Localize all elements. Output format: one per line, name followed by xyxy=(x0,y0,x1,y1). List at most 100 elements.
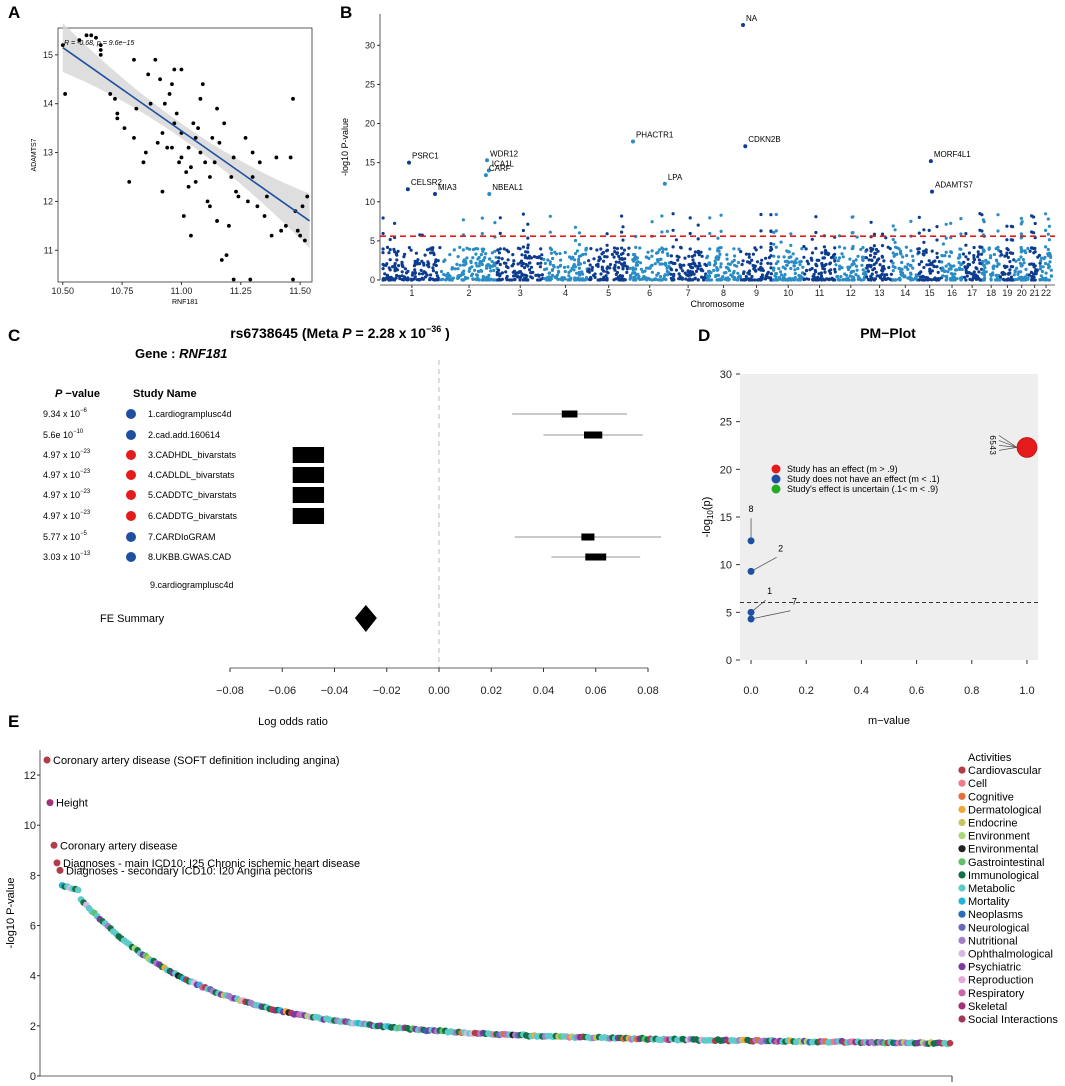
snp-point xyxy=(1017,276,1021,280)
snp-point xyxy=(665,273,670,277)
snp-point xyxy=(621,251,625,255)
snp-point xyxy=(1005,278,1009,282)
snp-point xyxy=(964,266,968,270)
snp-point xyxy=(427,265,431,269)
snp-point xyxy=(793,278,797,282)
data-point xyxy=(227,223,231,228)
pvalue-mantissa: 4.97 x 10 xyxy=(43,450,80,460)
snp-point xyxy=(869,249,873,253)
snp-point xyxy=(822,245,827,249)
snp-point xyxy=(856,277,861,281)
snp-point xyxy=(726,267,730,271)
snp-point xyxy=(389,275,393,279)
snp-point xyxy=(1005,224,1009,228)
snp-point xyxy=(612,246,617,250)
snp-point xyxy=(753,278,757,282)
snp-point xyxy=(622,248,627,252)
snp-point xyxy=(456,274,460,278)
gene-label: MIA3 xyxy=(438,183,457,192)
snp-point xyxy=(526,278,530,282)
snp-point xyxy=(577,266,582,270)
snp-point xyxy=(944,250,948,254)
snp-point xyxy=(789,255,793,259)
snp-point xyxy=(538,265,543,269)
lead-snp-point xyxy=(487,191,492,196)
snp-point xyxy=(748,261,752,265)
snp-point xyxy=(669,272,673,276)
snp-point xyxy=(480,262,484,267)
legend-dot xyxy=(958,805,966,814)
pvalue-mantissa: 4.97 x 10 xyxy=(43,490,80,500)
snp-point xyxy=(747,278,752,282)
snp-point xyxy=(866,278,871,282)
legend-dot xyxy=(958,845,966,853)
snp-point xyxy=(747,252,751,256)
snp-point xyxy=(514,271,518,275)
snp-point xyxy=(992,252,997,257)
snp-point xyxy=(381,251,385,255)
snp-point xyxy=(922,249,926,253)
snp-point xyxy=(504,261,508,265)
snp-point xyxy=(400,262,404,266)
snp-point xyxy=(518,261,523,265)
y-tick-label: 10 xyxy=(24,820,36,832)
snp-point xyxy=(911,254,915,258)
legend-category-label: Endocrine xyxy=(968,818,1018,830)
snp-point xyxy=(798,274,803,278)
snp-point xyxy=(596,278,600,282)
snp-point xyxy=(925,263,929,267)
snp-point xyxy=(521,261,526,266)
snp-point xyxy=(671,212,675,216)
legend-label: Study has an effect (m > .9) xyxy=(787,464,898,474)
summary-diamond xyxy=(354,605,377,632)
snp-point xyxy=(810,266,814,271)
snp-point xyxy=(676,258,680,262)
snp-point xyxy=(1019,232,1024,236)
snp-point xyxy=(833,267,837,271)
snp-point xyxy=(442,272,446,277)
chromosome-19-points xyxy=(998,224,1016,282)
snp-point xyxy=(381,262,385,267)
snp-point xyxy=(834,256,838,260)
snp-point xyxy=(978,245,982,249)
snp-point xyxy=(383,272,387,276)
pvalue-exponent: −5 xyxy=(80,531,88,537)
snp-point xyxy=(964,278,968,282)
snp-point xyxy=(634,267,638,271)
snp-point xyxy=(569,269,573,273)
snp-point xyxy=(846,276,850,281)
snp-point xyxy=(843,246,847,250)
study-color-dot xyxy=(126,511,136,521)
snp-point xyxy=(989,278,993,282)
snp-point xyxy=(385,262,389,266)
snp-point xyxy=(799,259,803,264)
snp-point xyxy=(860,255,865,259)
snp-point xyxy=(635,261,639,265)
legend-category-label: Respiratory xyxy=(968,988,1025,1000)
effect-size-box xyxy=(583,431,603,439)
snp-point xyxy=(719,229,723,233)
snp-point xyxy=(1023,275,1027,279)
effect-size-box xyxy=(292,508,325,524)
snp-point xyxy=(953,272,957,276)
snp-point xyxy=(772,266,776,270)
snp-point xyxy=(639,267,644,271)
snp-point xyxy=(769,278,773,282)
annotated-phenotype-point xyxy=(56,866,64,874)
pvalue-exponent: −6 xyxy=(80,408,88,414)
panel-label-b: B xyxy=(340,3,352,22)
data-point xyxy=(141,160,146,165)
snp-point xyxy=(1005,251,1009,255)
snp-point xyxy=(921,275,926,279)
snp-point xyxy=(979,252,984,256)
title-exponent: −36 xyxy=(426,324,441,334)
snp-point xyxy=(1040,256,1044,260)
lead-snp-point xyxy=(407,160,412,165)
cluster-label: 6 xyxy=(988,435,997,440)
snp-point xyxy=(1039,274,1043,278)
legend-dot xyxy=(958,766,966,774)
snp-point xyxy=(793,271,797,276)
snp-point xyxy=(497,268,501,272)
snp-point xyxy=(672,274,676,278)
snp-point xyxy=(474,252,478,256)
